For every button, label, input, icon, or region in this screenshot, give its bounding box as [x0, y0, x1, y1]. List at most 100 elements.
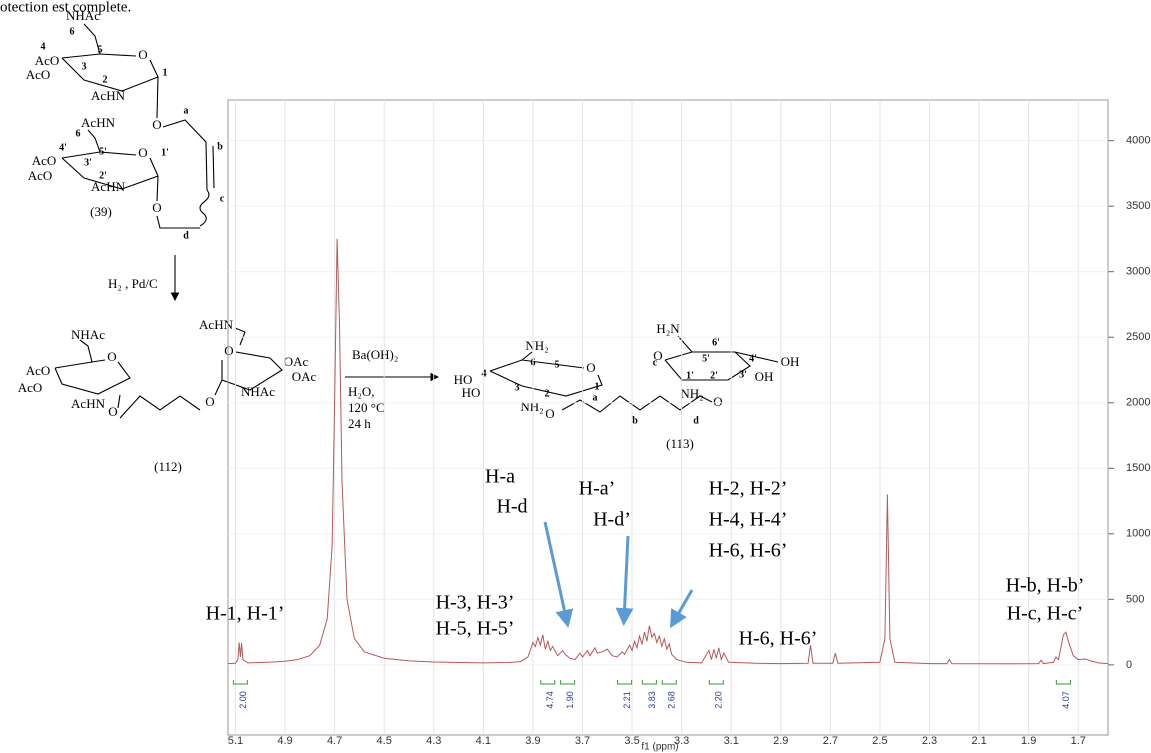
peak-annotation: H-6, H-6’: [739, 628, 818, 650]
locant: 3': [739, 369, 747, 380]
peak-annotation: H-4, H-4’: [709, 509, 788, 531]
locant: a: [593, 392, 598, 403]
integral-label: 3.83: [647, 691, 657, 709]
peak-annotation: H-1, H-1’: [206, 603, 285, 625]
plot-frame: [227, 99, 1109, 736]
locant: 6': [712, 337, 720, 348]
locant: 4': [59, 142, 67, 153]
atom-label: OAc: [284, 354, 309, 369]
reagent: Ba(OH)₂: [352, 347, 398, 362]
atom-label: (112): [154, 459, 182, 474]
x-tick-label: 2.5: [872, 735, 887, 747]
locant: 1: [163, 67, 168, 78]
peak-annotation: H-c, H-c’: [1007, 603, 1084, 625]
atom-label: HO: [462, 385, 481, 400]
peak-annotation: H-2, H-2’: [709, 478, 788, 500]
peak-annotation: H-a’: [579, 478, 616, 500]
reagent: H₂O,: [348, 384, 375, 399]
integral-bracket: [1055, 680, 1071, 685]
atom-label: NH₂: [520, 399, 543, 414]
atom-label: AcO: [26, 67, 51, 82]
peak-annotation: H-3, H-3’: [436, 592, 515, 614]
peak-annotation: H-5, H-5’: [436, 618, 515, 640]
x-tick-label: 2.1: [971, 735, 986, 747]
atom-label: OH: [755, 369, 774, 384]
atom-label: AcO: [35, 53, 60, 68]
locant: 5: [555, 359, 560, 370]
x-tick-label: 4.9: [277, 735, 292, 747]
atom-label: O: [138, 47, 147, 62]
atom-label: O: [152, 200, 161, 215]
y-tick-label: 1500: [1126, 462, 1150, 474]
atom-label: H₂N: [656, 321, 680, 336]
y-tick-label: 2500: [1126, 331, 1150, 343]
atom-label: HO: [454, 372, 473, 387]
integral-bracket: [617, 680, 633, 685]
locant: 6: [70, 26, 75, 37]
atom-label: O: [545, 406, 554, 421]
peak-annotation: H-6, H-6’: [709, 540, 788, 562]
atom-label: O: [713, 394, 722, 409]
locant: 4: [41, 41, 46, 52]
atom-label: AcHN: [91, 179, 126, 194]
structure-bonds: [54, 23, 779, 419]
annotation-arrow: [543, 521, 574, 628]
locant: 2: [103, 74, 108, 85]
atom-label: OH: [781, 354, 800, 369]
y-tick-label: 4000: [1126, 135, 1150, 147]
integral-bracket: [560, 680, 576, 685]
locant: 1': [161, 147, 169, 158]
header-fragment: otection est complete.: [0, 0, 131, 15]
atom-label: O: [224, 343, 233, 358]
atom-label: NH₂: [525, 338, 548, 353]
x-tick-label: 3.5: [624, 735, 639, 747]
locant: 2': [710, 370, 718, 381]
atom-label: AcHN: [71, 396, 106, 411]
locant: 5': [702, 353, 710, 364]
locant: 3': [84, 157, 92, 168]
nmr-plot: 5.1 4.9 4.7 4.5 4.3 4.1 3.9 3.7 3.5 3.3 3.1 2.9 2.7 2…: [206, 99, 1150, 747]
atom-label: OAc: [292, 369, 317, 384]
locant: c: [653, 357, 658, 368]
integral-label: 2.68: [667, 691, 677, 709]
y-tick-label: 500: [1126, 593, 1144, 605]
integral-label: 2.00: [238, 691, 248, 709]
atom-label: O: [152, 117, 161, 132]
integral-label: 4.07: [1061, 691, 1071, 709]
peak-annotation: H-d’: [593, 509, 631, 531]
integral-bracket: [661, 680, 677, 685]
x-tick-label: 4.3: [426, 735, 441, 747]
x-tick-label: 4.5: [377, 735, 392, 747]
integral-label: 2.21: [622, 691, 632, 709]
x-tick-label: 2.7: [823, 735, 838, 747]
x-tick-label: 3.1: [724, 735, 739, 747]
locant: 3: [515, 382, 520, 393]
y-tick-label: 3500: [1126, 200, 1150, 212]
atom-label: NH₂: [680, 386, 703, 401]
locant: 5: [98, 44, 103, 55]
locant: 4: [482, 368, 487, 379]
x-tick-label: 2.3: [922, 735, 937, 747]
reagent: 24 h: [348, 416, 371, 431]
atom-label: AcO: [32, 153, 57, 168]
x-tick-label: 3.3: [674, 735, 689, 747]
spectrum-line: [227, 238, 1109, 665]
locant: 4': [749, 353, 757, 364]
annotation-arrow: [670, 589, 694, 629]
x-tick-label: 5.1: [228, 735, 243, 747]
x-tick-label: 4.1: [476, 735, 491, 747]
locant: d: [693, 415, 699, 426]
annotation-arrow: [615, 535, 634, 626]
locant: c: [220, 193, 225, 204]
locant: 6: [76, 128, 81, 139]
locant: 2: [545, 388, 550, 399]
peak-annotation: H-d: [496, 496, 527, 518]
atom-label: O: [586, 360, 595, 375]
atom-label: AcHN: [199, 317, 234, 332]
atom-label: O: [108, 404, 117, 419]
atom-label: NHAc: [241, 384, 275, 399]
integral-label: 1.90: [565, 691, 575, 709]
peak-annotation: H-b, H-b’: [1006, 575, 1085, 597]
locant: d: [183, 230, 189, 241]
atom-label: O: [653, 348, 662, 363]
